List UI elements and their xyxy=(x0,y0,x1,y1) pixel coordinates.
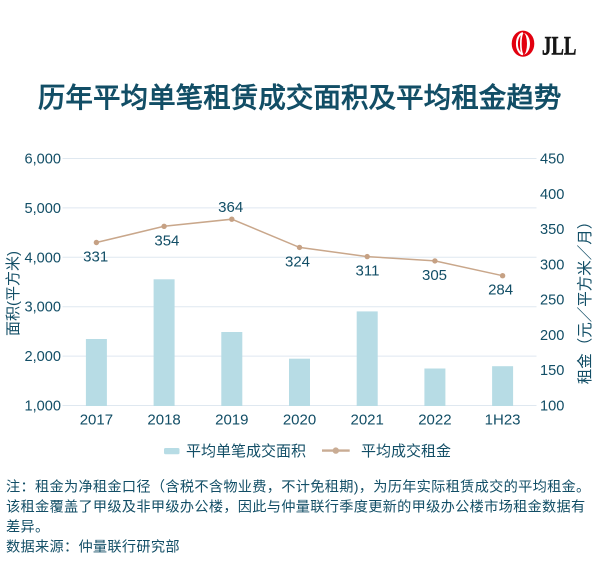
svg-text:该租金覆盖了甲级及非甲级办公楼，因此与仲量联行季度更新的甲级: 该租金覆盖了甲级及非甲级办公楼，因此与仲量联行季度更新的甲级办公楼市场租金数据有 xyxy=(6,499,586,516)
svg-text:平均单笔成交面积: 平均单笔成交面积 xyxy=(186,442,306,460)
svg-text:2017: 2017 xyxy=(80,412,113,429)
svg-text:注：租金为净租金口径（含税不含物业费，不计免租期)，为历年实: 注：租金为净租金口径（含税不含物业费，不计免租期)，为历年实际租赁成交的平均租金… xyxy=(6,479,591,496)
svg-text:平均成交租金: 平均成交租金 xyxy=(361,442,451,460)
svg-text:150: 150 xyxy=(540,363,564,379)
svg-text:450: 450 xyxy=(540,152,564,168)
svg-text:2020: 2020 xyxy=(283,412,316,429)
svg-text:311: 311 xyxy=(356,263,380,280)
svg-text:数据来源：仲量联行研究部: 数据来源：仲量联行研究部 xyxy=(6,540,180,556)
svg-text:400: 400 xyxy=(540,187,564,203)
svg-text:324: 324 xyxy=(285,253,310,270)
svg-text:3,000: 3,000 xyxy=(24,300,61,316)
svg-text:350: 350 xyxy=(540,222,564,238)
svg-text:2022: 2022 xyxy=(418,412,451,429)
svg-text:284: 284 xyxy=(488,282,513,299)
svg-text:5,000: 5,000 xyxy=(24,201,61,217)
svg-text:364: 364 xyxy=(218,199,243,216)
svg-text:2021: 2021 xyxy=(351,412,384,429)
svg-text:6,000: 6,000 xyxy=(24,152,61,168)
svg-text:历年平均单笔租赁成交面积及平均租金趋势: 历年平均单笔租赁成交面积及平均租金趋势 xyxy=(38,82,562,113)
svg-text:300: 300 xyxy=(540,257,564,273)
svg-text:2019: 2019 xyxy=(215,412,248,429)
svg-text:1H23: 1H23 xyxy=(485,412,521,429)
svg-text:差异。: 差异。 xyxy=(6,520,49,536)
svg-text:JLL: JLL xyxy=(542,31,576,61)
svg-text:331: 331 xyxy=(83,249,108,266)
svg-text:1,000: 1,000 xyxy=(24,399,61,415)
svg-text:租金（元／平方米／月）: 租金（元／平方米／月） xyxy=(576,214,594,385)
svg-text:2018: 2018 xyxy=(147,412,180,429)
svg-text:2,000: 2,000 xyxy=(24,349,61,365)
svg-text:305: 305 xyxy=(422,267,447,284)
svg-text:200: 200 xyxy=(540,328,564,344)
svg-text:354: 354 xyxy=(154,232,179,249)
svg-text:100: 100 xyxy=(540,398,564,414)
svg-text:面积(平方米): 面积(平方米) xyxy=(5,251,22,336)
svg-text:250: 250 xyxy=(540,293,564,309)
svg-text:4,000: 4,000 xyxy=(24,250,61,266)
